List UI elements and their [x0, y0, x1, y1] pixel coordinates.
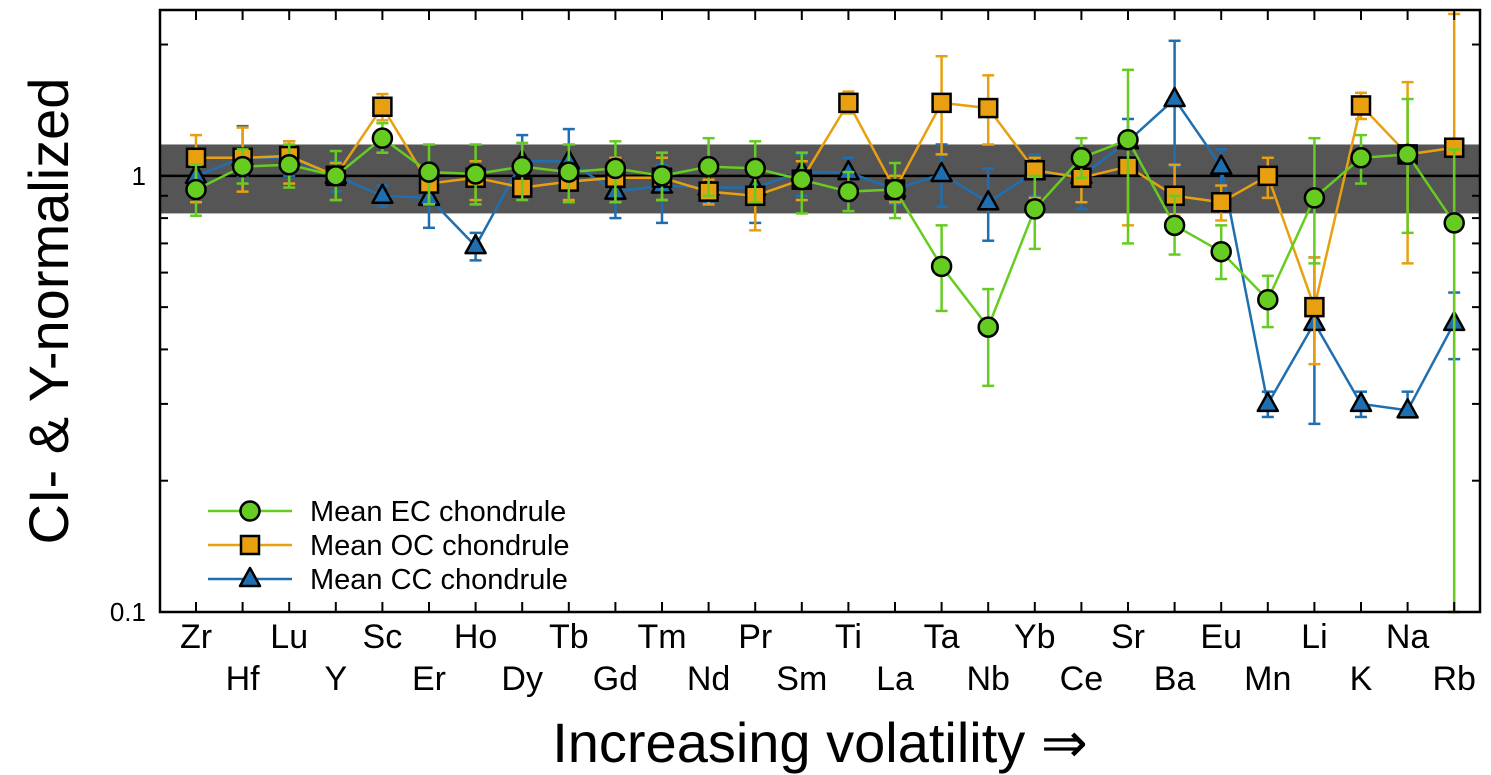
data-point: [977, 316, 999, 338]
series-line: [195, 97, 1456, 412]
axis-ticks: [160, 10, 1480, 613]
data-point: [1350, 147, 1372, 169]
x-tick-label: Ti: [835, 618, 862, 656]
x-axis-title: Increasing volatility ⇒: [552, 711, 1088, 774]
data-point: [930, 255, 953, 278]
x-tick-label: Zr: [180, 618, 212, 656]
data-point: [930, 161, 953, 183]
y-axis-title: CI- & Y-normalized: [17, 78, 80, 545]
data-point: [931, 92, 952, 114]
data-point: [1257, 165, 1279, 187]
legend-marker: [239, 534, 261, 556]
normalization-band: [160, 144, 1480, 214]
x-tick-label: Yb: [1014, 618, 1056, 656]
data-point: [371, 127, 394, 149]
x-tick-label: Ce: [1060, 660, 1103, 698]
data-point: [1210, 240, 1232, 263]
x-tick-label: Tm: [637, 618, 686, 656]
data-point: [511, 155, 533, 178]
x-tick-label: Dy: [501, 660, 543, 698]
data-point: [185, 178, 207, 201]
x-tick-label: Nb: [966, 660, 1009, 698]
plot-area: [160, 144, 1480, 214]
data-point: [1350, 95, 1372, 116]
data-point: [1304, 296, 1325, 318]
data-point: [651, 165, 673, 187]
y-tick-label: 0.1: [110, 597, 146, 627]
data-point: [1117, 128, 1139, 151]
x-tick-label: Hf: [226, 660, 261, 698]
data-point: [372, 96, 393, 118]
x-tick-label: Lu: [270, 618, 308, 656]
x-tick-label: Na: [1386, 618, 1430, 656]
data-point: [838, 92, 859, 114]
x-tick-label: Sr: [1111, 618, 1145, 656]
x-tick-label: Gd: [593, 660, 638, 698]
data-point: [884, 178, 906, 201]
data-point: [464, 163, 487, 185]
data-point: [1070, 147, 1093, 169]
x-tick-label: Er: [412, 660, 446, 698]
x-tick-label: Pr: [738, 618, 772, 656]
x-tick-label: Li: [1301, 618, 1327, 656]
x-tick-label: Ba: [1154, 660, 1196, 698]
series-circle: [185, 68, 1465, 614]
data-point: [464, 233, 487, 255]
data-point: [1024, 198, 1046, 220]
x-tick-label: Sc: [363, 618, 403, 656]
x-tick-label: K: [1350, 660, 1373, 698]
data-point: [976, 189, 1000, 211]
data-point: [1396, 398, 1419, 419]
series-line: [195, 136, 1456, 330]
data-point: [371, 183, 394, 205]
data-point: [697, 155, 720, 178]
data-point: [418, 161, 440, 183]
data-point: [1163, 86, 1186, 108]
data-point: [231, 155, 254, 178]
x-tick-label: Tb: [549, 618, 589, 656]
series-line: [196, 100, 1455, 312]
data-point: [1210, 191, 1232, 213]
data-point: [1209, 154, 1233, 175]
x-tick-label: Sm: [776, 660, 827, 698]
legend-label: Mean CC chondrule: [310, 564, 568, 596]
legend-label: Mean EC chondrule: [310, 496, 566, 528]
legend-marker: [239, 500, 261, 522]
data-point: [1443, 212, 1465, 234]
data-point: [791, 168, 813, 191]
legend-marker: [238, 566, 262, 588]
data-point: [1349, 391, 1373, 413]
data-point: [1257, 288, 1279, 311]
data-point: [837, 180, 860, 203]
y-tick-labels: 0.11: [110, 161, 146, 627]
x-tick-label: Rb: [1432, 660, 1475, 698]
data-point: [1303, 187, 1326, 209]
data-point: [744, 157, 766, 180]
data-point: [604, 157, 627, 180]
data-point: [1163, 214, 1186, 237]
data-point: [977, 97, 999, 119]
x-tick-label: Mn: [1244, 660, 1291, 698]
y-tick-label: 1: [132, 161, 146, 191]
data-point: [1396, 143, 1419, 166]
data-point: [1256, 391, 1280, 413]
x-tick-label: Y: [324, 660, 347, 698]
data-point: [278, 154, 300, 176]
x-tick-label: Ho: [454, 618, 497, 656]
x-tick-label: Ta: [924, 618, 960, 656]
plot-frame: [158, 8, 1482, 614]
x-tick-label: La: [876, 660, 914, 698]
legend-label: Mean OC chondrule: [310, 530, 570, 562]
series-layer: [184, 12, 1466, 614]
data-point: [325, 165, 347, 187]
data-point: [558, 161, 580, 183]
x-tick-label: Nd: [687, 660, 730, 698]
x-tick-label: Eu: [1200, 618, 1242, 656]
